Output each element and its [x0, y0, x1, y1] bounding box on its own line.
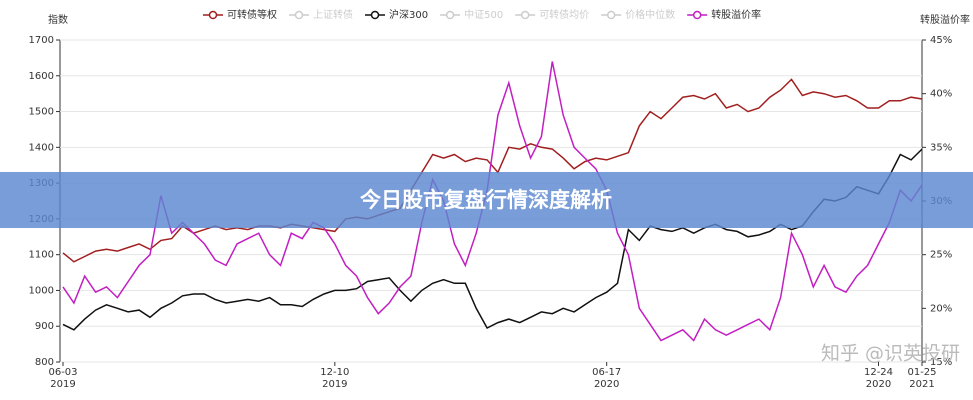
y2-tick-label: 45%: [930, 35, 952, 46]
y2-tick-label: 40%: [930, 89, 952, 100]
legend-item: 可转债均价: [515, 8, 589, 21]
series-line: [62, 61, 923, 342]
legend-label: 价格中位数: [625, 8, 675, 21]
legend-marker: [370, 10, 380, 20]
y-axis-label: 指数: [48, 13, 68, 26]
y-tick-label: 1500: [29, 107, 54, 118]
legend-marker: [445, 10, 455, 20]
legend-marker: [294, 10, 304, 20]
legend-item: 沪深300: [365, 8, 428, 21]
legend-label: 中证500: [464, 8, 503, 21]
x-tick-year: 2020: [866, 379, 891, 390]
legend-marker: [692, 10, 702, 20]
legend-label: 可转债等权: [227, 8, 277, 21]
x-tick-year: 2020: [594, 379, 619, 390]
legend-label: 可转债均价: [539, 8, 589, 21]
legend-label: 转股溢价率: [711, 8, 761, 21]
legend-label: 沪深300: [389, 8, 428, 21]
legend-marker: [606, 10, 616, 20]
y2-tick-label: 20%: [930, 303, 952, 314]
x-tick-label: 01-25: [907, 367, 936, 378]
x-tick-label: 12-10: [320, 367, 349, 378]
y-tick-label: 1700: [29, 35, 54, 46]
y2-axis-label: 转股溢价率: [920, 13, 970, 26]
y-tick-label: 800: [35, 357, 54, 368]
series-line: [62, 78, 923, 263]
y2-tick-label: 15%: [930, 357, 952, 368]
legend-label: 上证转债: [313, 8, 353, 21]
banner-text: 今日股市复盘行情深度解析: [360, 188, 612, 212]
y-tick-label: 1600: [29, 71, 54, 82]
x-tick-year: 2021: [909, 379, 934, 390]
y2-tick-label: 25%: [930, 250, 952, 261]
legend-item: 转股溢价率: [687, 8, 761, 21]
legend-item: 中证500: [440, 8, 503, 21]
y-tick-label: 900: [35, 321, 54, 332]
watermark: 知乎 @识英投研: [821, 343, 960, 365]
y-tick-label: 1400: [29, 142, 54, 153]
y-tick-label: 1000: [29, 285, 54, 296]
legend-item: 上证转债: [289, 8, 353, 21]
x-tick-year: 2019: [50, 379, 75, 390]
x-tick-label: 06-03: [48, 367, 77, 378]
banner-band: [0, 172, 973, 228]
x-tick-label: 06-17: [592, 367, 621, 378]
y-tick-label: 1100: [29, 250, 54, 261]
legend-marker: [208, 10, 218, 20]
x-tick-label: 12-24: [864, 367, 893, 378]
legend-marker: [520, 10, 530, 20]
y2-tick-label: 35%: [930, 142, 952, 153]
x-tick-year: 2019: [322, 379, 347, 390]
legend-item: 可转债等权: [203, 8, 277, 21]
legend-item: 价格中位数: [601, 8, 675, 21]
